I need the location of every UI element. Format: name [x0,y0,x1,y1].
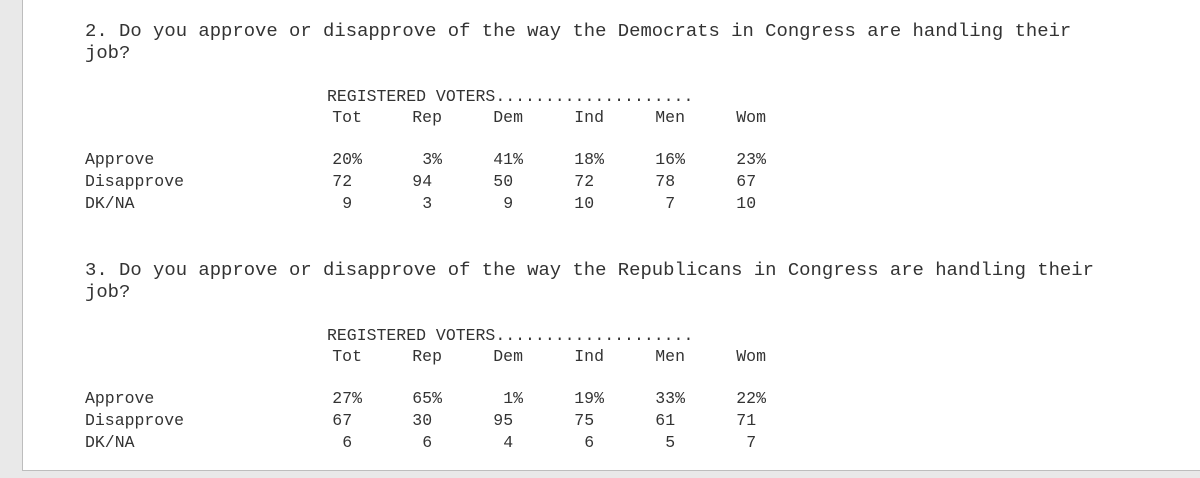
table-cell: 67 [332,411,353,430]
row-label: Approve [85,389,155,408]
table-cell: 10 [736,194,757,213]
table-cell: 19% [574,389,604,408]
table-cell: 10 [574,194,595,213]
table-cell: 75 [574,411,595,430]
table-cell: 4 [503,433,514,452]
column-header: Tot [332,347,362,366]
row-label: Disapprove [85,411,185,430]
table-cell: 72 [574,172,595,191]
table-cell: 6 [422,433,433,452]
table-cell: 23% [736,150,766,169]
table-header: REGISTERED VOTERS.................... [327,326,694,345]
table-cell: 9 [342,194,353,213]
question-text: job? [85,281,131,303]
table-header: REGISTERED VOTERS.................... [327,87,694,106]
table-cell: 61 [655,411,676,430]
column-header: Rep [412,108,442,127]
column-header: Wom [736,347,766,366]
question-text: job? [85,42,131,64]
table-cell: 6 [584,433,595,452]
table-cell: 78 [655,172,676,191]
table-cell: 3 [422,194,433,213]
table-cell: 67 [736,172,757,191]
table-cell: 41% [493,150,523,169]
table-cell: 6 [342,433,353,452]
row-label: Approve [85,150,155,169]
table-cell: 22% [736,389,766,408]
table-cell: 72 [332,172,353,191]
table-cell: 3% [422,150,442,169]
table-cell: 50 [493,172,514,191]
table-cell: 27% [332,389,362,408]
column-header: Dem [493,347,523,366]
table-cell: 33% [655,389,685,408]
column-header: Tot [332,108,362,127]
table-cell: 95 [493,411,514,430]
table-cell: 30 [412,411,433,430]
row-label: DK/NA [85,433,135,452]
question-text: 3. Do you approve or disapprove of the w… [85,259,1094,281]
column-header: Ind [574,347,604,366]
table-cell: 16% [655,150,685,169]
column-header: Wom [736,108,766,127]
table-cell: 1% [503,389,523,408]
row-label: DK/NA [85,194,135,213]
table-cell: 7 [746,433,757,452]
table-cell: 9 [503,194,514,213]
table-cell: 94 [412,172,433,191]
table-cell: 65% [412,389,442,408]
table-cell: 20% [332,150,362,169]
column-header: Rep [412,347,442,366]
column-header: Ind [574,108,604,127]
column-header: Men [655,347,685,366]
document-page [22,0,1200,471]
question-text: 2. Do you approve or disapprove of the w… [85,20,1072,42]
column-header: Dem [493,108,523,127]
row-label: Disapprove [85,172,185,191]
table-cell: 5 [665,433,676,452]
table-cell: 71 [736,411,757,430]
table-cell: 7 [665,194,676,213]
column-header: Men [655,108,685,127]
table-cell: 18% [574,150,604,169]
